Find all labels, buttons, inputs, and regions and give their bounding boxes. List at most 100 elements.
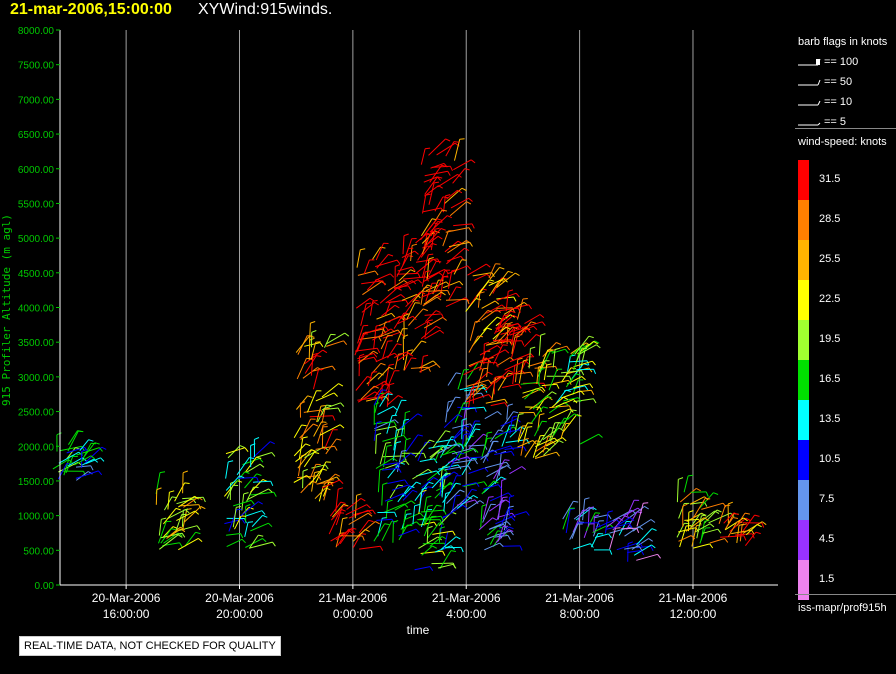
wind-barb: [422, 296, 438, 307]
wind-barb: [431, 562, 454, 565]
wind-barb: [700, 510, 716, 522]
wind-barb: [52, 459, 69, 470]
wind-barb: [538, 349, 549, 372]
wind-barb: [245, 463, 261, 473]
wind-barb-flag: [507, 270, 513, 274]
y-tick-label: 1000.00: [18, 512, 55, 523]
wind-barb: [226, 538, 243, 548]
wind-barb: [303, 452, 315, 468]
wind-barb-flag: [412, 489, 418, 493]
y-tick-label: 2500.00: [18, 408, 55, 419]
wind-barb-flag: [486, 263, 491, 268]
wind-barb-flag: [262, 514, 268, 518]
wind-barb-flag: [530, 346, 536, 349]
wind-barb-flag: [514, 326, 520, 329]
wind-barb-flag: [627, 541, 633, 545]
wind-barb-flag: [427, 504, 433, 507]
wind-barb-flag: [494, 375, 499, 379]
wind-barb-flag: [427, 525, 433, 529]
wind-barb: [225, 447, 246, 455]
wind-barb: [453, 259, 463, 275]
wind-barb-flag: [332, 415, 336, 421]
product-path: iss-mapr/prof915h: [798, 602, 887, 614]
wind-barb-flag: [324, 407, 330, 410]
wind-barb: [605, 512, 609, 534]
wind-barb-flag: [388, 366, 394, 370]
wind-barb: [386, 395, 399, 406]
wind-barb-flag: [437, 221, 443, 223]
wind-barb-flag: [401, 450, 407, 452]
wind-barb: [245, 510, 263, 517]
wind-barb-flag: [657, 553, 661, 559]
wind-barb-flag: [470, 159, 476, 164]
wind-barb: [397, 279, 419, 290]
wind-barb-flag: [466, 299, 470, 305]
wind-barb: [252, 480, 271, 483]
wind-barb-flag: [343, 503, 349, 507]
barb-sample-icon: [798, 79, 821, 86]
wind-barb-flag: [598, 433, 603, 438]
wind-barb-flag: [432, 545, 438, 549]
wind-barb-flag: [700, 513, 706, 516]
wind-barb: [511, 334, 519, 358]
wind-barb-flag: [515, 292, 520, 298]
speed-legend-title: wind-speed: knots: [798, 136, 887, 148]
wind-barb-flag: [744, 512, 751, 515]
wind-barb: [67, 430, 79, 452]
wind-barb-flag: [372, 371, 378, 373]
wind-barb-flag: [322, 349, 328, 354]
wind-barb-flag: [481, 383, 487, 387]
wind-barb-flag: [443, 163, 448, 168]
wind-barb: [494, 317, 503, 335]
wind-barb-flag: [445, 472, 451, 475]
wind-barb: [422, 542, 445, 545]
wind-barb-flag: [460, 255, 465, 261]
wind-barb: [477, 293, 481, 308]
wind-barb: [478, 517, 493, 531]
wind-barb: [428, 182, 435, 205]
wind-barb: [494, 323, 507, 341]
wind-barb-flag: [379, 392, 385, 395]
wind-barb-flag: [486, 327, 492, 331]
wind-barb-flag: [425, 147, 431, 150]
wind-barb-flag: [455, 482, 461, 485]
wind-barb-flag: [93, 458, 99, 463]
wind-barb: [567, 355, 571, 372]
speed-color-swatch: [798, 400, 809, 440]
wind-barb-flag: [434, 227, 440, 230]
wind-barb: [85, 457, 101, 465]
wind-barb-flag: [340, 402, 345, 407]
wind-barb: [432, 430, 446, 449]
wind-plot: 0.00 500.00 1000.00 1500.00 2000.00 2500.00 30…: [0, 26, 778, 637]
wind-barb: [446, 489, 461, 504]
wind-barb: [389, 484, 399, 499]
x-tick-time: 0:00:00: [333, 607, 373, 621]
wind-barb: [516, 298, 524, 320]
wind-barb: [408, 308, 424, 326]
wind-barb-flag: [393, 520, 399, 523]
wind-barb: [606, 522, 630, 530]
wind-barb: [372, 246, 381, 260]
wind-barb: [496, 296, 514, 300]
wind-barb-flag: [394, 304, 400, 309]
wind-barb-flag: [68, 459, 73, 464]
wind-barb: [419, 458, 435, 462]
wind-barb: [410, 340, 422, 355]
wind-barb-flag: [467, 265, 472, 270]
wind-barb: [481, 300, 496, 309]
y-tick-label: 500.00: [23, 546, 54, 557]
wind-barb: [489, 492, 509, 502]
wind-barb: [543, 364, 548, 381]
wind-barb-flag: [555, 366, 559, 372]
wind-barb: [438, 471, 455, 484]
wind-barb: [313, 421, 322, 437]
wind-barb-flag: [241, 515, 247, 517]
wind-barb-flag: [419, 512, 424, 518]
wind-barb: [315, 392, 335, 402]
wind-barb-flag: [379, 545, 384, 551]
wind-barb-flag: [258, 534, 264, 537]
wind-barb-flag: [510, 445, 514, 451]
wind-barb: [509, 353, 531, 363]
wind-barb-flag: [247, 521, 254, 523]
wind-barb-flag: [414, 250, 419, 255]
